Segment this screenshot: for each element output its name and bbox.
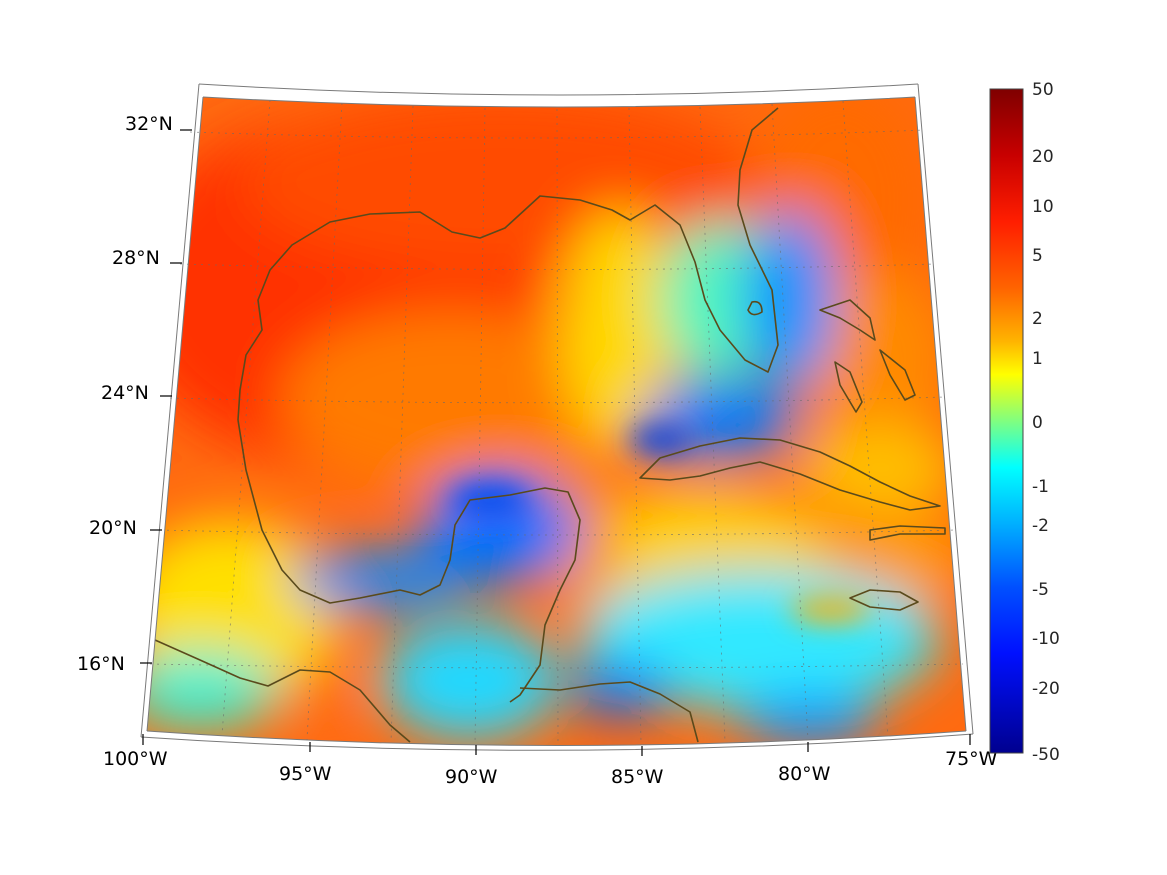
colorbar-label: -20: [1032, 679, 1060, 699]
cuba: [639, 437, 941, 511]
lat-label-28n: 28°N: [112, 247, 160, 269]
colorbar-label: -50: [1032, 745, 1060, 765]
colorbar-labels: 50 20 10 5 2 1 0 -1 -2 -5 -10 -20 -50: [1032, 80, 1060, 765]
lon-label-75w: 75°W: [945, 748, 998, 770]
lake-okeechobee: [747, 300, 763, 316]
lon-label-100w: 100°W: [103, 748, 168, 770]
colorbar-label: -10: [1032, 629, 1060, 649]
lat-label-24n: 24°N: [101, 382, 149, 404]
colorbar: 50 20 10 5 2 1 0 -1 -2 -5 -10 -20 -50: [989, 80, 1060, 765]
lon-label-90w: 90°W: [445, 766, 498, 788]
colorbar-label: -5: [1032, 580, 1049, 600]
honduras-coast: [519, 681, 699, 743]
colorbar-label: -2: [1032, 516, 1049, 536]
latitude-ticks: [140, 129, 192, 664]
lon-label-80w: 80°W: [778, 763, 831, 785]
colorbar-label: 5: [1032, 246, 1043, 266]
latitude-labels: 32°N 28°N 24°N 20°N 16°N: [77, 113, 173, 675]
colorbar-label: 1: [1032, 349, 1043, 369]
longitude-labels: 100°W 95°W 90°W 85°W 80°W 75°W: [103, 748, 998, 788]
longitude-ticks: [142, 734, 971, 756]
colorbar-label: -1: [1032, 477, 1049, 497]
colorbar-gradient: [989, 88, 1024, 754]
lat-label-20n: 20°N: [89, 517, 137, 539]
colorbar-label: 2: [1032, 309, 1043, 329]
mexico-west-coast: [237, 107, 779, 421]
coastlines: [154, 107, 946, 743]
jamaica: [849, 589, 919, 611]
colorbar-label: 50: [1032, 80, 1054, 100]
lon-label-85w: 85°W: [611, 766, 664, 788]
lat-label-32n: 32°N: [125, 113, 173, 135]
gulf-coast-north: [237, 419, 581, 703]
hispaniola: [869, 525, 946, 541]
colorbar-label: 10: [1032, 197, 1054, 217]
map-frame: [140, 83, 974, 751]
bahamas: [819, 299, 916, 413]
lon-label-95w: 95°W: [279, 763, 332, 785]
lat-label-16n: 16°N: [77, 653, 125, 675]
colorbar-label: 20: [1032, 147, 1054, 167]
central-america-pacific-coast: [154, 639, 411, 743]
colorbar-label: 0: [1032, 413, 1043, 433]
map-field: [147, 97, 966, 746]
